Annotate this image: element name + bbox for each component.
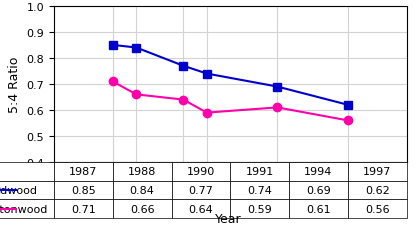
Hardwood <box>134 47 139 50</box>
Y-axis label: 5:4 Ratio: 5:4 Ratio <box>8 57 21 113</box>
Hardwood <box>204 73 209 76</box>
Cottonwood <box>204 112 209 114</box>
Text: Year: Year <box>215 212 242 225</box>
Line: Hardwood: Hardwood <box>109 42 352 109</box>
Cottonwood <box>275 106 280 109</box>
Hardwood <box>275 86 280 89</box>
Hardwood <box>110 44 115 47</box>
Line: Cottonwood: Cottonwood <box>109 78 352 125</box>
Cottonwood <box>110 81 115 83</box>
Cottonwood <box>134 94 139 96</box>
Hardwood <box>181 65 186 68</box>
Hardwood <box>345 104 350 107</box>
Cottonwood <box>345 120 350 122</box>
Cottonwood <box>181 99 186 101</box>
